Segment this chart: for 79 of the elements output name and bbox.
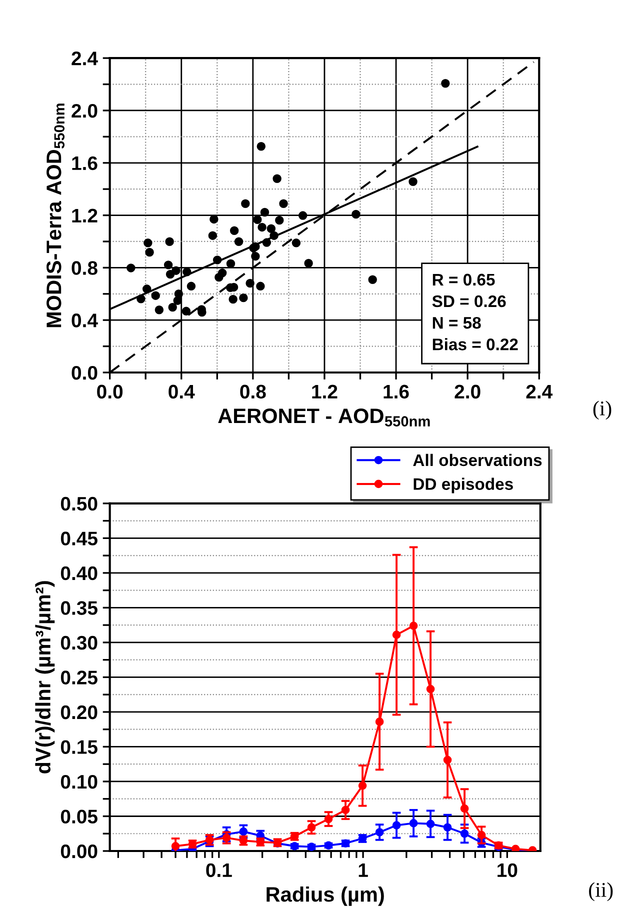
x-tick-label: 1.2 xyxy=(312,384,338,398)
point xyxy=(168,302,177,312)
x-tick-label: 0.0 xyxy=(97,384,123,399)
point xyxy=(292,238,301,248)
point xyxy=(352,210,360,219)
y-tick-label: 0.0 xyxy=(72,366,98,380)
point xyxy=(256,282,265,291)
y-tick-label: 0.50 xyxy=(60,496,98,511)
point xyxy=(408,177,418,186)
x-tick-label: 0.1 xyxy=(206,863,232,878)
y-tick-label: 0.4 xyxy=(72,314,98,328)
point xyxy=(256,142,266,151)
point xyxy=(182,306,191,316)
y-tick-label: 0.35 xyxy=(60,601,98,615)
point xyxy=(266,224,276,234)
legend-label: All observations xyxy=(413,454,542,466)
x-tick-label: 0.8 xyxy=(240,384,266,399)
y-tick-label: 1.2 xyxy=(72,208,98,222)
annotation: N = 58 xyxy=(432,316,481,329)
point xyxy=(441,79,450,88)
x-tick-label: 2.4 xyxy=(526,384,553,398)
point xyxy=(126,264,136,272)
y-tick-label: 0.20 xyxy=(60,705,98,720)
x-tick-label: 1.6 xyxy=(384,384,409,399)
point xyxy=(218,268,227,278)
point xyxy=(275,216,284,225)
point xyxy=(258,222,266,232)
point xyxy=(230,226,239,235)
point xyxy=(164,260,173,270)
text: (ii) xyxy=(589,882,613,902)
y-axis-title: dV(r)/dlnr (µm³/µm²) xyxy=(35,581,55,774)
y-tick-label: 0.15 xyxy=(60,740,98,754)
legend-label: DD episodes xyxy=(414,478,513,494)
point xyxy=(174,290,184,298)
x-tick-label: 2.0 xyxy=(454,384,480,399)
point xyxy=(228,294,238,304)
y-tick-label: 0.05 xyxy=(60,810,98,824)
point xyxy=(154,306,164,314)
point xyxy=(272,174,282,183)
point xyxy=(298,211,308,220)
annotation: Bias = 0.22 xyxy=(432,338,518,350)
point xyxy=(145,248,154,257)
x-tick-label: 10 xyxy=(498,863,518,878)
point xyxy=(279,199,288,208)
y-tick-label: 2.0 xyxy=(72,104,98,118)
point xyxy=(239,293,248,302)
annotation: SD = 0.26 xyxy=(432,295,506,308)
y-tick-label: 1.6 xyxy=(72,156,98,170)
point xyxy=(186,282,196,291)
x-axis-title: Radius (µm) xyxy=(266,886,384,906)
point xyxy=(260,208,270,217)
y-axis-title: MODIS-Terra AOD$_{550nm}$ xyxy=(46,104,65,328)
point xyxy=(246,278,254,288)
x-tick-label: 1 xyxy=(358,864,368,877)
point xyxy=(151,291,160,300)
y-tick-label: 0.45 xyxy=(60,532,98,546)
y-tick-label: 0.25 xyxy=(60,670,98,684)
point xyxy=(253,215,262,224)
point xyxy=(241,199,250,208)
point xyxy=(165,237,174,246)
y-tick-label: 2.4 xyxy=(72,52,98,66)
point xyxy=(304,258,313,268)
point xyxy=(251,252,260,261)
annotation: R = 0.65 xyxy=(432,274,495,286)
y-tick-label: 0.30 xyxy=(60,636,98,650)
x-axis-title: AERONET - AOD$_{550nm}$ xyxy=(218,408,430,426)
y-tick-label: 0.40 xyxy=(60,566,98,580)
y-tick-label: 0.10 xyxy=(60,774,98,789)
point xyxy=(226,259,236,268)
point xyxy=(368,275,377,284)
y-tick-label: 0.00 xyxy=(60,844,98,858)
point xyxy=(208,231,218,240)
point xyxy=(234,237,244,246)
x-tick-label: 0.4 xyxy=(168,384,195,399)
point xyxy=(144,238,152,248)
point xyxy=(172,266,180,275)
y-tick-label: 0.8 xyxy=(72,261,98,275)
point xyxy=(210,214,218,224)
text: (i) xyxy=(593,400,612,420)
